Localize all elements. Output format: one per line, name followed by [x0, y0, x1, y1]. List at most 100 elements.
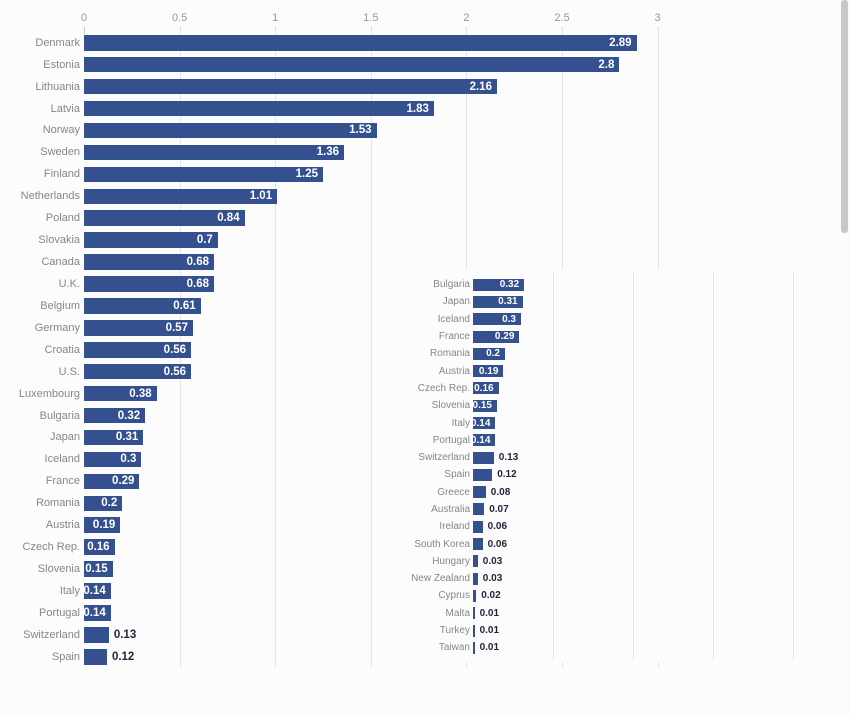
- value-label: 0.15: [472, 400, 492, 412]
- chart-row: U.S. 0.56: [0, 363, 192, 380]
- category-label: France: [438, 331, 470, 343]
- category-label: Belgium: [40, 299, 80, 312]
- value-label: 0.06: [487, 521, 508, 533]
- category-label: Malta: [445, 607, 470, 619]
- chart-row: Denmark 2.89: [0, 35, 637, 51]
- value-label: 0.01: [479, 607, 500, 619]
- category-label: France: [45, 475, 80, 488]
- category-label: Spain: [51, 650, 80, 663]
- chart-row: Turkey 0.01: [410, 624, 500, 637]
- bar: [473, 607, 475, 620]
- category-label: Romania: [35, 497, 80, 510]
- bar: 1.01: [84, 188, 278, 204]
- value-label: 0.15: [85, 563, 108, 576]
- category-label: U.K.: [58, 277, 80, 290]
- category-label: Turkey: [439, 625, 470, 636]
- chart-row: Italy 0.14: [0, 583, 111, 599]
- chart-row: Portugal 0.14: [410, 434, 496, 447]
- bar: 0.57: [84, 320, 193, 336]
- chart-row: Iceland 0.3: [410, 313, 521, 326]
- x-axis-tick-label: 3: [654, 12, 661, 24]
- chart-row: France 0.29: [410, 330, 520, 343]
- chart-row: U.K. 0.68: [0, 276, 215, 292]
- category-label: Italy: [451, 417, 470, 429]
- chart-row: Spain 0.12: [0, 649, 134, 665]
- bar: 0.3: [473, 313, 521, 326]
- value-label: 0.3: [502, 313, 516, 325]
- value-label: 0.3: [120, 453, 137, 466]
- bar: [473, 555, 478, 568]
- chart-row: Portugal 0.14: [0, 605, 111, 621]
- bar: 0.32: [84, 407, 146, 424]
- category-label: Germany: [34, 321, 80, 334]
- chart-row: Finland 1.25: [0, 166, 323, 183]
- value-label: 0.2: [486, 348, 500, 360]
- category-label: Portugal: [432, 434, 470, 446]
- category-label: Poland: [45, 212, 80, 225]
- value-label: 0.31: [498, 296, 518, 308]
- value-label: 1.53: [349, 124, 372, 137]
- bar: 0.14: [471, 417, 496, 430]
- bar: 0.29: [84, 473, 140, 490]
- value-label: 0.13: [498, 452, 519, 464]
- x-axis-tick-label: 0.5: [171, 12, 188, 24]
- bar: [473, 538, 483, 551]
- chart-row: Germany 0.57: [0, 320, 193, 336]
- category-label: New Zealand: [411, 573, 470, 585]
- x-axis-tick-label: 0: [80, 12, 88, 24]
- chart-row: Norway 1.53: [0, 122, 377, 139]
- bar: 0.7: [84, 232, 218, 248]
- value-label: 0.68: [186, 256, 210, 269]
- chart-row: Czech Rep. 0.16: [410, 382, 499, 395]
- bar: 0.19: [84, 517, 121, 533]
- category-label: Sweden: [40, 146, 80, 159]
- chart-row: South Korea 0.06: [410, 538, 508, 551]
- category-label: Japan: [442, 296, 470, 308]
- category-label: Luxembourg: [18, 387, 80, 400]
- gridline: [713, 272, 714, 660]
- category-label: Estonia: [43, 58, 80, 71]
- bar: 0.14: [470, 434, 496, 447]
- chart-row: Romania 0.2: [0, 495, 123, 512]
- category-label: Bulgaria: [39, 409, 80, 422]
- value-label: 0.14: [83, 606, 106, 619]
- category-label: Denmark: [35, 36, 80, 49]
- value-label: 0.01: [479, 625, 500, 636]
- chart-row: Estonia 2.8: [0, 56, 620, 73]
- value-label: 0.2: [101, 497, 118, 510]
- category-label: Canada: [41, 256, 80, 269]
- value-label: 0.32: [117, 409, 141, 422]
- value-label: 0.7: [196, 234, 213, 247]
- scrollbar-thumb[interactable]: [841, 0, 848, 233]
- value-label: 0.31: [115, 431, 139, 444]
- bar: 0.16: [473, 382, 499, 395]
- value-label: 0.06: [487, 538, 508, 550]
- chart-row: France 0.29: [0, 473, 140, 490]
- category-label: Portugal: [39, 606, 80, 619]
- category-label: Netherlands: [20, 190, 80, 203]
- category-label: Czech Rep.: [22, 541, 80, 554]
- value-label: 0.14: [470, 434, 491, 446]
- chart-row: Italy 0.14: [410, 417, 496, 430]
- chart-row: Canada 0.68: [0, 254, 215, 270]
- bar: 0.2: [84, 495, 123, 512]
- bar: 0.61: [84, 298, 201, 314]
- gridline: [793, 272, 794, 660]
- category-label: Switzerland: [418, 452, 470, 464]
- value-label: 0.19: [92, 519, 116, 532]
- category-label: Iceland: [437, 313, 470, 325]
- chart-row: Sweden 1.36: [0, 144, 345, 161]
- bar: [84, 627, 109, 643]
- gridline: [370, 28, 372, 668]
- chart-row: Poland 0.84: [0, 210, 245, 226]
- chart-row: Slovakia 0.7: [0, 232, 218, 248]
- category-label: Cyprus: [438, 590, 470, 602]
- category-label: Slovenia: [37, 563, 80, 576]
- chart-row: Malta 0.01: [410, 607, 500, 620]
- category-label: Lithuania: [35, 80, 80, 93]
- value-label: 0.08: [490, 486, 511, 498]
- bar: 0.19: [473, 365, 504, 378]
- chart-row: Czech Rep. 0.16: [0, 539, 115, 555]
- category-label: U.S.: [58, 365, 80, 378]
- bar: [473, 503, 485, 516]
